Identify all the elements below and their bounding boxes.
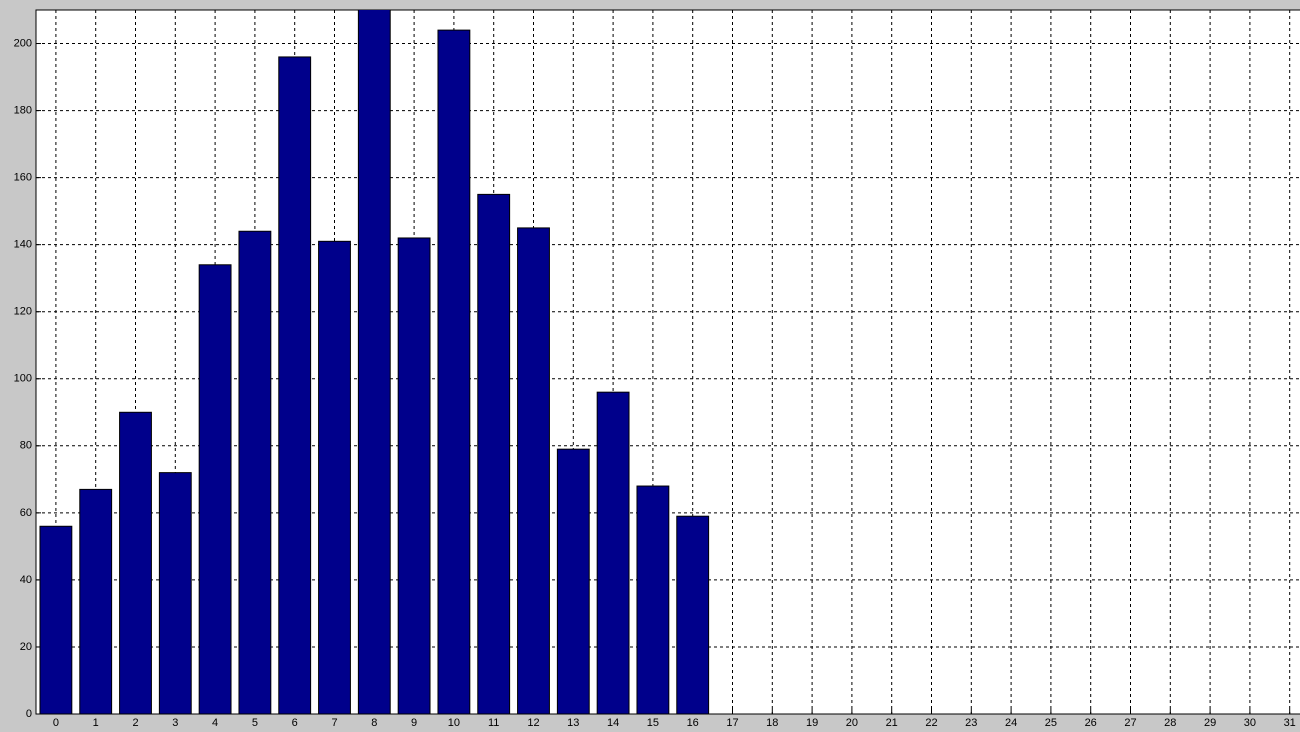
x-tick-label: 27 — [1124, 717, 1136, 729]
bar — [676, 515, 710, 714]
x-tick-label: 9 — [411, 717, 417, 729]
bars — [39, 10, 710, 714]
y-tick-label: 20 — [20, 641, 32, 653]
x-tick-label: 22 — [925, 717, 937, 729]
x-tick-label: 4 — [212, 717, 218, 729]
x-tick-label: 26 — [1085, 717, 1097, 729]
bar — [119, 411, 152, 714]
bar — [437, 29, 471, 714]
x-tick-label: 20 — [846, 717, 858, 729]
bar — [397, 237, 431, 714]
x-tick-label: 6 — [292, 717, 298, 729]
x-tick-label: 0 — [53, 717, 59, 729]
x-tick-label: 21 — [886, 717, 898, 729]
x-tick-label: 31 — [1284, 717, 1296, 729]
bar — [596, 391, 630, 714]
bar — [357, 10, 391, 714]
x-tick-label: 17 — [726, 717, 738, 729]
bar — [158, 472, 192, 714]
x-tick-label: 11 — [488, 717, 499, 729]
x-tick-label: 29 — [1204, 717, 1216, 729]
y-tick-label: 0 — [26, 708, 32, 720]
y-tick-label: 120 — [14, 306, 32, 318]
x-tick-label: 3 — [172, 717, 178, 729]
bar — [556, 448, 590, 714]
x-tick-label: 12 — [527, 717, 539, 729]
y-tick-label: 140 — [14, 239, 32, 251]
x-tick-label: 14 — [607, 717, 619, 729]
bar — [238, 230, 272, 714]
y-tick-label: 200 — [14, 37, 32, 49]
x-tick-label: 28 — [1164, 717, 1176, 729]
y-tick-label: 60 — [20, 507, 32, 519]
bar — [278, 56, 312, 714]
bar — [517, 227, 550, 714]
x-tick-label: 30 — [1244, 717, 1256, 729]
x-tick-label: 18 — [766, 717, 778, 729]
y-tick-label: 180 — [14, 104, 32, 116]
x-tick-label: 19 — [806, 717, 818, 729]
x-tick-label: 13 — [567, 717, 579, 729]
bar — [39, 525, 73, 714]
x-tick-label: 16 — [687, 717, 699, 729]
x-tick-label: 5 — [252, 717, 258, 729]
bar — [79, 488, 113, 714]
y-tick-label: 80 — [20, 440, 32, 452]
bar — [318, 240, 351, 714]
y-tick-label: 100 — [14, 373, 32, 385]
x-tick-label: 1 — [93, 717, 99, 729]
y-tick-label: 40 — [20, 574, 32, 586]
x-tick-label: 8 — [371, 717, 377, 729]
x-tick-label: 2 — [132, 717, 138, 729]
x-tick-label: 24 — [1005, 717, 1017, 729]
bar — [477, 193, 511, 714]
x-tick-label: 7 — [331, 717, 337, 729]
bar — [198, 264, 232, 714]
x-tick-label: 23 — [965, 717, 977, 729]
x-tick-label: 15 — [647, 717, 659, 729]
x-tick-label: 10 — [448, 717, 460, 729]
y-tick-label: 160 — [14, 172, 32, 184]
bar — [636, 485, 670, 714]
x-tick-label: 25 — [1045, 717, 1057, 729]
